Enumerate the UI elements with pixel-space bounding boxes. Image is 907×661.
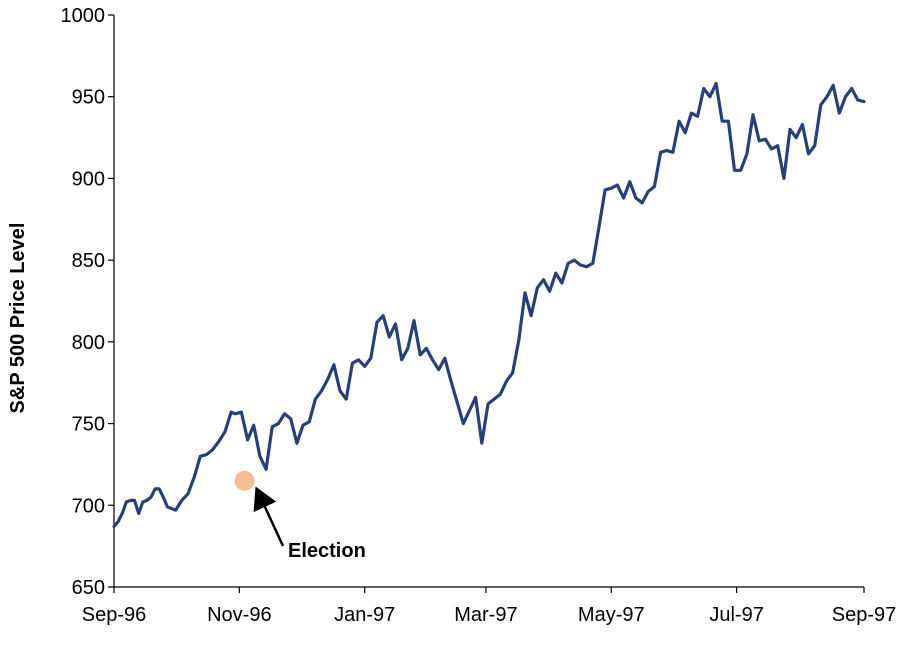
y-tick-label: 900: [72, 168, 105, 190]
y-tick-label: 700: [72, 495, 105, 517]
y-tick-labels: 650 700 750 800 850 900 950 1000: [61, 5, 106, 599]
x-tick-label: May-97: [578, 604, 645, 626]
y-tick-label: 650: [72, 577, 105, 599]
y-tick-label: 850: [72, 250, 105, 272]
series-group: [112, 81, 866, 529]
y-tick-label: 750: [72, 414, 105, 436]
election-arrow: [253, 486, 285, 547]
x-tick-label: Mar-97: [454, 604, 517, 626]
x-tick-label: Nov-96: [207, 604, 271, 626]
x-tick-label: Sep-97: [832, 604, 897, 626]
axes: [108, 14, 865, 593]
x-tick-label: Sep-96: [82, 604, 147, 626]
y-tick-label: 1000: [61, 5, 106, 27]
x-tick-labels: Sep-96 Nov-96 Jan-97 Mar-97 May-97 Jul-97 Sep-…: [82, 604, 897, 626]
series-line: [112, 81, 866, 529]
annotation-group: Election: [234, 470, 366, 562]
x-tick-label: Jul-97: [709, 604, 763, 626]
y-tick-label: 800: [72, 332, 105, 354]
y-tick-label: 950: [72, 87, 105, 109]
election-marker: [234, 470, 255, 491]
election-label: Election: [288, 540, 366, 562]
x-tick-label: Jan-97: [334, 604, 395, 626]
y-axis-title: S&P 500 Price Level: [7, 223, 29, 414]
